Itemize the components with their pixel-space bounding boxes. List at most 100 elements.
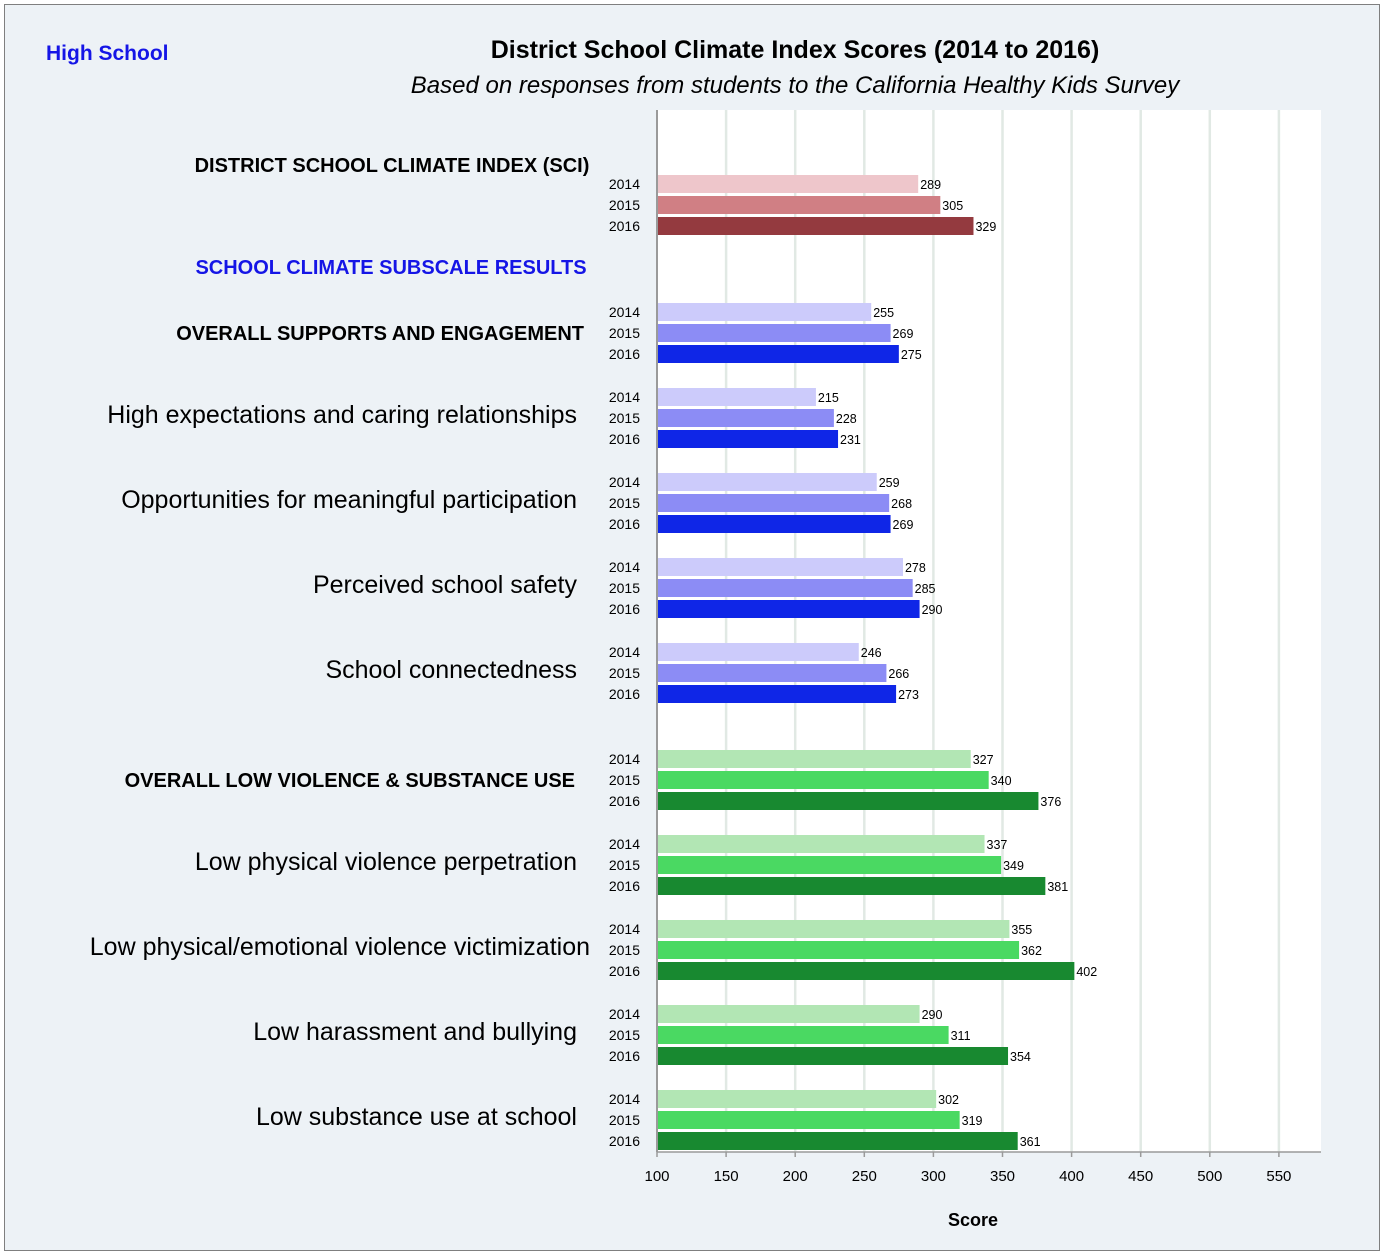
section-heading: SCHOOL CLIMATE SUBSCALE RESULTS [195, 257, 586, 279]
category-label: Low substance use at school [256, 1103, 577, 1131]
bar [657, 962, 1075, 980]
year-label: 2015 [609, 580, 640, 596]
year-label: 2014 [609, 474, 640, 490]
bar-value-label: 329 [975, 220, 996, 234]
year-label: 2014 [609, 836, 640, 852]
bar-value-label: 362 [1021, 944, 1042, 958]
bar [657, 196, 941, 214]
bar-value-label: 305 [942, 199, 963, 213]
bar [657, 558, 903, 576]
x-tick-label: 350 [990, 1168, 1015, 1185]
bar-value-label: 285 [915, 582, 936, 596]
bar-value-label: 340 [991, 774, 1012, 788]
bar [657, 792, 1039, 810]
x-tick-label: 150 [714, 1168, 739, 1185]
bar-value-label: 355 [1011, 923, 1032, 937]
bar [657, 750, 971, 768]
bar [657, 835, 985, 853]
category-label: High expectations and caring relationshi… [107, 401, 577, 429]
year-label: 2015 [609, 857, 640, 873]
year-label: 2016 [609, 793, 640, 809]
bar-group: 278 2014 285 2015 290 2016 [609, 558, 943, 618]
bar-value-label: 302 [938, 1093, 959, 1107]
category-label: Perceived school safety [313, 571, 578, 599]
bar [657, 1026, 949, 1044]
year-label: 2015 [609, 1112, 640, 1128]
year-label: 2016 [609, 516, 640, 532]
bar-value-label: 319 [962, 1114, 983, 1128]
bar [657, 388, 816, 406]
bar [657, 1005, 920, 1023]
year-label: 2016 [609, 686, 640, 702]
bar [657, 685, 897, 703]
bar-group: 246 2014 266 2015 273 2016 [609, 643, 919, 703]
bar-value-label: 273 [898, 688, 919, 702]
year-label: 2016 [609, 346, 640, 362]
year-label: 2014 [609, 1006, 640, 1022]
year-label: 2015 [609, 772, 640, 788]
x-axis-label: Score [948, 1210, 998, 1230]
bar [657, 494, 890, 512]
bar [657, 473, 877, 491]
year-label: 2014 [609, 176, 640, 192]
year-label: 2014 [609, 921, 640, 937]
category-label: OVERALL LOW VIOLENCE & SUBSTANCE USE [125, 770, 575, 792]
bar [657, 515, 891, 533]
bar-value-label: 402 [1076, 965, 1097, 979]
year-label: 2016 [609, 963, 640, 979]
bar [657, 430, 839, 448]
bar-value-label: 327 [973, 753, 994, 767]
bar-value-label: 354 [1010, 1050, 1031, 1064]
bar [657, 856, 1002, 874]
category-label: School connectedness [325, 656, 577, 684]
bar [657, 664, 887, 682]
year-label: 2016 [609, 431, 640, 447]
bar-value-label: 228 [836, 412, 857, 426]
year-label: 2016 [609, 1133, 640, 1149]
year-label: 2016 [609, 601, 640, 617]
bar [657, 600, 920, 618]
x-tick-label: 450 [1128, 1168, 1153, 1185]
x-tick-label: 550 [1266, 1168, 1291, 1185]
bars: 289 2014 305 2015 329 2016 255 2014 269 2015 275 20… [609, 175, 1097, 1150]
bar [657, 771, 989, 789]
bar-value-label: 246 [861, 646, 882, 660]
year-label: 2014 [609, 1091, 640, 1107]
bar-value-label: 289 [920, 178, 941, 192]
category-label: Opportunities for meaningful participati… [121, 486, 577, 514]
bar [657, 643, 859, 661]
category-label: Low harassment and bullying [253, 1018, 577, 1046]
plot-background [657, 110, 1321, 1152]
x-axis: 100 150 200 250 300 350 400 450 500 550 [644, 110, 1321, 1185]
bar [657, 345, 899, 363]
bar [657, 175, 919, 193]
bar [657, 1111, 960, 1129]
year-label: 2016 [609, 1048, 640, 1064]
category-label: Low physical/emotional violence victimiz… [90, 933, 590, 961]
x-tick-label: 250 [852, 1168, 877, 1185]
year-label: 2015 [609, 942, 640, 958]
bar [657, 579, 913, 597]
bar [657, 217, 974, 235]
bar [657, 409, 834, 427]
category-label: OVERALL SUPPORTS AND ENGAGEMENT [176, 323, 584, 345]
bar-value-label: 349 [1003, 859, 1024, 873]
bar [657, 303, 872, 321]
year-label: 2015 [609, 197, 640, 213]
year-label: 2014 [609, 559, 640, 575]
bar-value-label: 290 [922, 603, 943, 617]
bar-group: 289 2014 305 2015 329 2016 [609, 175, 996, 235]
bar-group: 302 2014 319 2015 361 2016 [609, 1090, 1041, 1150]
bar-value-label: 269 [893, 518, 914, 532]
year-label: 2016 [609, 218, 640, 234]
bar-value-label: 266 [888, 667, 909, 681]
labels: DISTRICT SCHOOL CLIMATE INDEX (SCI) OVERA… [90, 155, 590, 1131]
x-tick-label: 400 [1059, 1168, 1084, 1185]
category-label: DISTRICT SCHOOL CLIMATE INDEX (SCI) [195, 155, 590, 177]
bar-value-label: 290 [922, 1008, 943, 1022]
year-label: 2016 [609, 878, 640, 894]
bar-value-label: 311 [951, 1029, 971, 1043]
bar-value-label: 275 [901, 348, 922, 362]
x-tick-label: 100 [644, 1168, 669, 1185]
